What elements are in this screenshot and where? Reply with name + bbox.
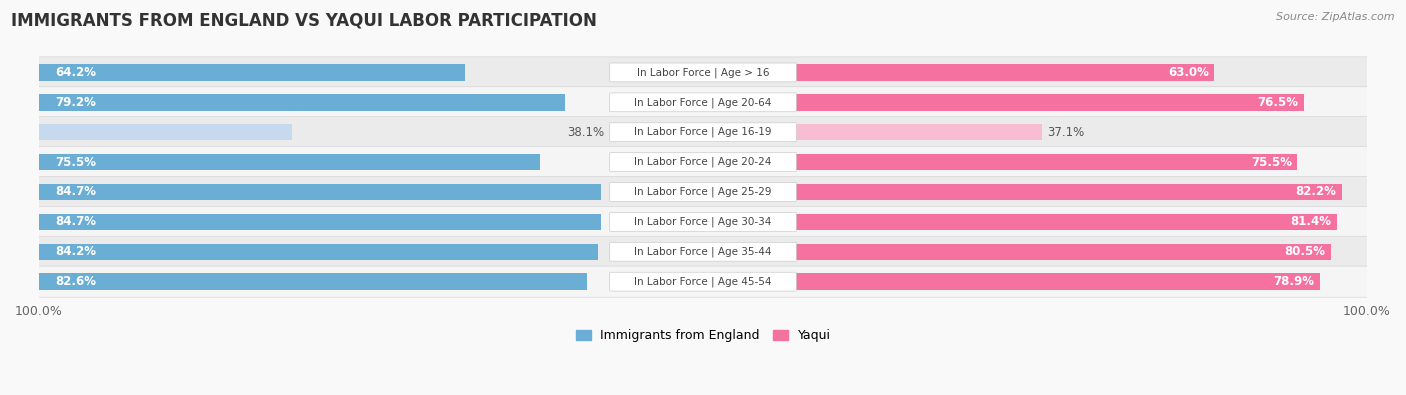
FancyBboxPatch shape — [39, 87, 1367, 118]
Text: 84.2%: 84.2% — [56, 245, 97, 258]
FancyBboxPatch shape — [610, 182, 796, 201]
FancyBboxPatch shape — [39, 236, 1367, 267]
Legend: Immigrants from England, Yaqui: Immigrants from England, Yaqui — [571, 324, 835, 347]
Bar — [796, 94, 1303, 111]
Text: 84.7%: 84.7% — [56, 186, 97, 199]
FancyBboxPatch shape — [610, 153, 796, 171]
Text: 63.0%: 63.0% — [1168, 66, 1209, 79]
Text: 80.5%: 80.5% — [1284, 245, 1326, 258]
Text: In Labor Force | Age 20-24: In Labor Force | Age 20-24 — [634, 157, 772, 167]
Bar — [796, 214, 1337, 230]
Bar — [39, 94, 565, 111]
Text: 37.1%: 37.1% — [1047, 126, 1085, 139]
Text: 76.5%: 76.5% — [1257, 96, 1299, 109]
Text: 78.9%: 78.9% — [1274, 275, 1315, 288]
Text: IMMIGRANTS FROM ENGLAND VS YAQUI LABOR PARTICIPATION: IMMIGRANTS FROM ENGLAND VS YAQUI LABOR P… — [11, 12, 598, 30]
FancyBboxPatch shape — [610, 272, 796, 291]
Text: 81.4%: 81.4% — [1291, 215, 1331, 228]
FancyBboxPatch shape — [39, 177, 1367, 207]
FancyBboxPatch shape — [610, 123, 796, 142]
Bar — [39, 64, 465, 81]
FancyBboxPatch shape — [39, 206, 1367, 237]
FancyBboxPatch shape — [39, 117, 1367, 148]
FancyBboxPatch shape — [39, 147, 1367, 178]
Bar — [39, 124, 292, 141]
Text: 82.6%: 82.6% — [56, 275, 97, 288]
Text: 82.2%: 82.2% — [1296, 186, 1337, 199]
FancyBboxPatch shape — [610, 213, 796, 231]
Bar — [39, 273, 588, 290]
FancyBboxPatch shape — [610, 243, 796, 261]
Text: In Labor Force | Age 30-34: In Labor Force | Age 30-34 — [634, 216, 772, 227]
FancyBboxPatch shape — [39, 57, 1367, 88]
Text: 75.5%: 75.5% — [56, 156, 97, 169]
Text: In Labor Force | Age 35-44: In Labor Force | Age 35-44 — [634, 246, 772, 257]
FancyBboxPatch shape — [610, 63, 796, 82]
Bar — [796, 244, 1330, 260]
Bar — [796, 184, 1341, 200]
Text: In Labor Force | Age 20-64: In Labor Force | Age 20-64 — [634, 97, 772, 107]
Text: In Labor Force | Age 45-54: In Labor Force | Age 45-54 — [634, 276, 772, 287]
Text: 84.7%: 84.7% — [56, 215, 97, 228]
Bar — [796, 154, 1298, 170]
Text: 64.2%: 64.2% — [56, 66, 97, 79]
Bar — [796, 273, 1320, 290]
Bar — [796, 64, 1215, 81]
Text: Source: ZipAtlas.com: Source: ZipAtlas.com — [1277, 12, 1395, 22]
Text: In Labor Force | Age 25-29: In Labor Force | Age 25-29 — [634, 187, 772, 197]
Bar — [39, 244, 598, 260]
FancyBboxPatch shape — [39, 266, 1367, 297]
Bar — [796, 124, 1042, 141]
FancyBboxPatch shape — [610, 93, 796, 112]
Bar — [39, 184, 602, 200]
Bar — [39, 154, 540, 170]
Text: 79.2%: 79.2% — [56, 96, 97, 109]
Text: 75.5%: 75.5% — [1251, 156, 1292, 169]
Bar — [39, 214, 602, 230]
Text: In Labor Force | Age 16-19: In Labor Force | Age 16-19 — [634, 127, 772, 137]
Text: In Labor Force | Age > 16: In Labor Force | Age > 16 — [637, 67, 769, 78]
Text: 38.1%: 38.1% — [568, 126, 605, 139]
